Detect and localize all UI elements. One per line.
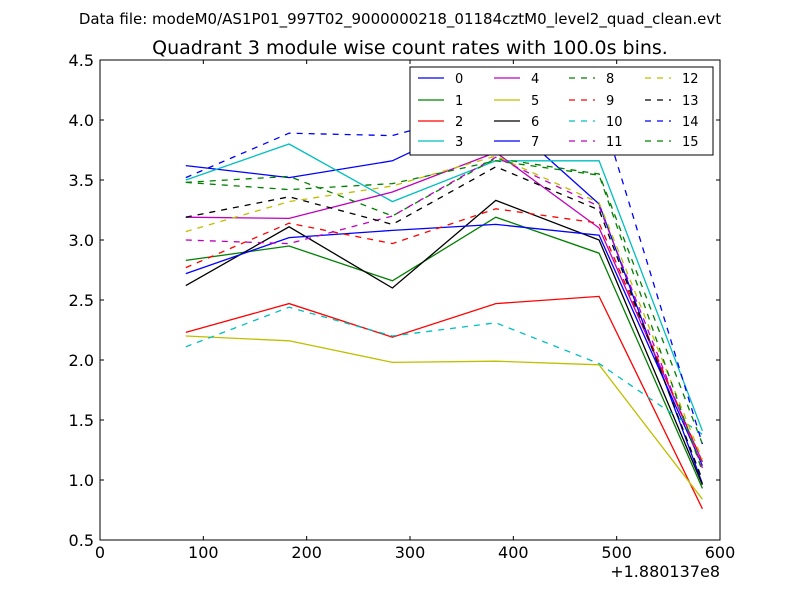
- series-line-8: [185, 157, 704, 445]
- legend-label-1: 1: [455, 94, 463, 109]
- x-tick-label: 200: [291, 543, 322, 562]
- legend-label-0: 0: [455, 72, 463, 87]
- legend-label-11: 11: [606, 135, 623, 150]
- series-line-15: [185, 160, 704, 472]
- x-tick-label: 600: [705, 543, 736, 562]
- legend-label-3: 3: [455, 135, 463, 150]
- y-tick-label: 2.5: [69, 291, 94, 310]
- y-tick-label: 4.5: [69, 51, 94, 70]
- series-line-1: [185, 216, 703, 489]
- series-line-2: [185, 295, 703, 510]
- legend-label-4: 4: [531, 72, 539, 87]
- y-tick-label: 1.5: [69, 411, 94, 430]
- legend-label-8: 8: [606, 72, 614, 87]
- y-axis: 0.5 1.0 1.5 2.0 2.5 3.0 3.5 4.0 4.5: [69, 51, 720, 550]
- series-line-11: [185, 156, 704, 469]
- legend-label-13: 13: [682, 94, 699, 109]
- y-tick-label: 3.5: [69, 171, 94, 190]
- x-offset-label: +1.880137e8: [610, 562, 720, 581]
- series-line-4: [185, 151, 703, 463]
- suptitle: Data file: modeM0/AS1P01_997T02_90000002…: [79, 10, 721, 29]
- chart-title: Quadrant 3 module wise count rates with …: [152, 37, 668, 59]
- series-line-12: [185, 155, 704, 460]
- series-line-6: [185, 199, 703, 486]
- legend-label-7: 7: [531, 135, 539, 150]
- y-tick-label: 2.0: [69, 351, 94, 370]
- y-tick-label: 0.5: [69, 531, 94, 550]
- x-tick-label: 300: [395, 543, 426, 562]
- legend-label-9: 9: [606, 94, 614, 109]
- y-tick-label: 3.0: [69, 231, 94, 250]
- legend-box: [409, 66, 714, 156]
- x-axis: 0 100 200 300 400 500 600: [95, 60, 735, 562]
- series-line-10: [185, 306, 703, 435]
- legend-label-5: 5: [531, 94, 539, 109]
- series-layer: [185, 103, 704, 510]
- legend-label-6: 6: [531, 115, 539, 130]
- legend-label-10: 10: [606, 115, 623, 130]
- series-line-3: [185, 143, 704, 432]
- x-tick-label: 500: [601, 543, 632, 562]
- legend-label-12: 12: [682, 72, 699, 87]
- y-tick-label: 1.0: [69, 471, 94, 490]
- series-line-13: [185, 166, 704, 481]
- x-tick-label: 0: [95, 543, 105, 562]
- legend-label-14: 14: [682, 115, 699, 130]
- legend-label-2: 2: [455, 115, 463, 130]
- series-line-5: [185, 335, 703, 500]
- x-tick-label: 400: [498, 543, 529, 562]
- y-tick-label: 4.0: [69, 111, 94, 130]
- legend-label-15: 15: [682, 135, 699, 150]
- x-tick-label: 100: [188, 543, 219, 562]
